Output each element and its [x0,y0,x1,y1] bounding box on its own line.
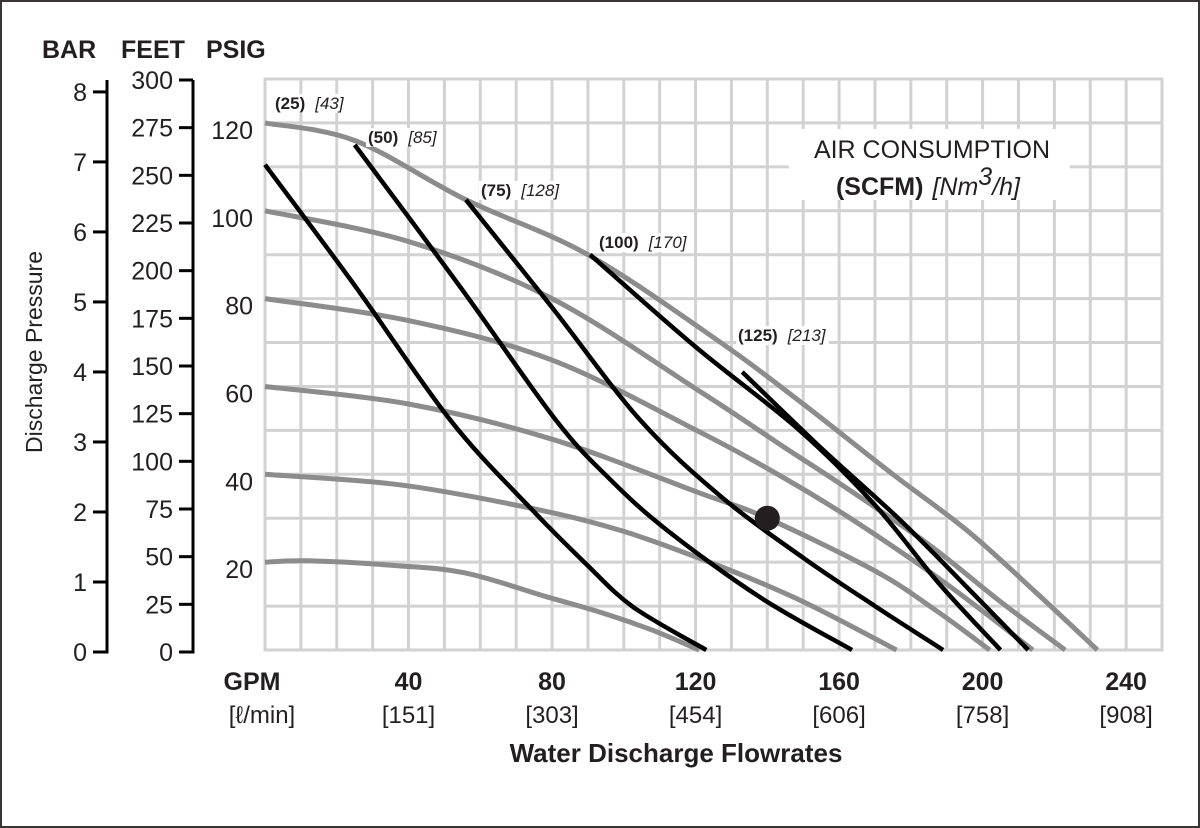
psig-axis-header: PSIG [206,36,266,64]
air-curve-label-background [597,233,690,252]
bar-tick-label: 3 [73,429,87,457]
x-axis-title: Water Discharge Flowrates [510,738,843,768]
x-tick-labels: 40 [151] 80 [303] 120 [454] 160 [606] 200 [758] 24… [382,668,1153,729]
air-curve-label: (100) [170] [599,233,688,252]
air-curve-scfm: (25) [275,94,305,113]
legend-nm3-prefix: [Nm [931,173,978,201]
air-curve-label-background [479,181,563,200]
x-tick-label-metric: [303] [525,702,578,729]
feet-tick-label: 0 [159,639,173,667]
x-tick-label-metric: [908] [1099,702,1152,729]
air-curve-label-background [273,94,347,113]
legend-title: AIR CONSUMPTION [814,136,1050,164]
y-axes: 0123456780255075100125150175200225250275… [73,67,253,667]
air-curve-label: (25) [43] [275,94,345,113]
air-curve-labels: (25) [43] (50) [85] (75) [128] (100) [170] (125)… [273,94,829,345]
psig-tick-label: 100 [211,205,253,233]
air-curve-scfm: (75) [481,181,511,200]
air-consumption-curves [263,143,1030,652]
feet-tick-label: 275 [131,115,173,143]
bar-tick-label: 2 [73,499,87,527]
x-tick-label-metric: [151] [382,702,435,729]
legend-background [776,129,1083,200]
pressure-curve [264,558,701,653]
air-consumption-curve [740,370,1030,652]
feet-tick-label: 200 [131,258,173,286]
legend-subtitle: (SCFM) [Nm3/h] [836,163,1021,201]
x-tick-label-metric: [758] [956,702,1009,729]
psig-tick-label: 60 [225,380,253,408]
x-tick-label: 40 [395,668,423,696]
bar-tick-label: 8 [73,79,87,107]
psig-tick-label: 80 [225,293,253,321]
bar-tick-label: 5 [73,289,87,317]
y-axis-title: Discharge Pressure [21,251,47,453]
feet-tick-label: 50 [145,544,173,572]
air-curve-label-background [736,326,829,345]
pressure-curve [264,120,1100,652]
feet-tick-label: 175 [131,305,173,333]
x-tick-label: 160 [818,668,860,696]
operating-point-layer [754,505,780,531]
x-tick-label: 80 [538,668,566,696]
air-curve-nm3h: [170] [648,233,688,252]
legend-superscript: 3 [978,163,992,191]
feet-tick-label: 225 [131,210,173,238]
feet-tick-label: 100 [131,448,173,476]
bar-tick-label: 7 [73,149,87,177]
air-curve-nm3h: [128] [520,181,560,200]
x-tick-label-metric: [606] [812,702,865,729]
x-tick-label: 120 [675,668,717,696]
feet-tick-label: 300 [131,67,173,95]
air-curve-label-background [366,128,440,147]
feet-tick-label: 25 [145,591,173,619]
bar-tick-label: 1 [73,569,87,597]
air-curve-label: (50) [85] [368,128,438,147]
x-tick-label-metric: [454] [669,702,722,729]
air-consumption-curve [263,163,708,652]
air-curve-scfm: (125) [738,326,778,345]
psig-tick-label: 20 [225,556,253,584]
pressure-curve [264,471,898,653]
pressure-curve [264,208,1067,652]
x-unit-label-metric: [ℓ/min] [229,702,295,729]
legend: AIR CONSUMPTION (SCFM) [Nm3/h] [776,129,1083,201]
air-curve-scfm: (100) [599,233,639,252]
feet-tick-label: 125 [131,401,173,429]
air-consumption-curve [464,198,945,652]
psig-tick-label: 120 [211,117,253,145]
bar-tick-label: 4 [73,359,87,387]
legend-scfm: (SCFM) [836,173,923,201]
feet-tick-label: 150 [131,353,173,381]
legend-nm3-suffix: /h] [990,173,1021,201]
pressure-curve [264,384,992,653]
air-curve-nm3h: [43] [314,94,345,113]
feet-tick-label: 250 [131,162,173,190]
psig-tick-label: 40 [225,468,253,496]
air-curve-label: (125) [213] [738,326,827,345]
x-unit-label: GPM [224,668,281,696]
feet-tick-label: 75 [145,496,173,524]
bar-axis-header: BAR [42,36,96,64]
air-consumption-curve [352,143,854,652]
bar-tick-label: 0 [73,639,87,667]
operating-point-marker [754,505,780,531]
x-tick-label: 200 [962,668,1004,696]
x-tick-label: 240 [1105,668,1147,696]
feet-axis-header: FEET [121,36,185,64]
air-curve-label: (75) [128] [481,181,560,200]
air-curve-nm3h: [213] [787,326,827,345]
bar-tick-label: 6 [73,219,87,247]
air-curve-nm3h: [85] [407,128,438,147]
air-curve-scfm: (50) [368,128,398,147]
